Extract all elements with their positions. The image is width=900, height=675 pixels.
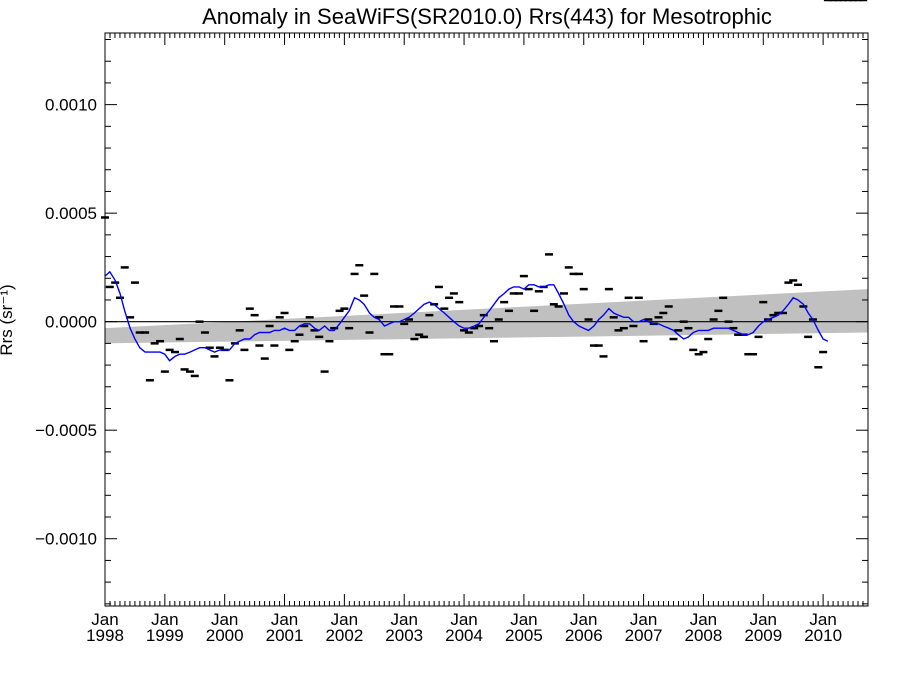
y-axis-label: Rrs (sr⁻¹) [0,284,16,355]
x-tick-month-label: Jan [450,610,477,629]
x-tick-year-label: 2008 [685,626,723,645]
plot-area: 0.00100.00050.0000−0.0005−0.0010Jan1998J… [35,0,869,645]
y-tick-label: 0.0010 [45,96,97,115]
y-tick-label: −0.0010 [35,530,97,549]
x-tick-month-label: Jan [331,610,358,629]
x-tick-month-label: Jan [750,610,777,629]
y-tick-label: 0.0005 [45,204,97,223]
plot-frame [104,32,869,607]
x-tick-month-label: Jan [211,610,238,629]
x-tick-month-label: Jan [570,610,597,629]
x-tick-month-label: Jan [91,610,118,629]
x-tick-month-label: Jan [690,610,717,629]
x-tick-year-label: 1998 [86,626,124,645]
x-tick-month-label: Jan [151,610,178,629]
x-tick-year-label: 2002 [325,626,363,645]
x-tick-year-label: 2001 [266,626,304,645]
y-tick-label: 0.0000 [45,313,97,332]
x-tick-year-label: 2010 [804,626,842,645]
x-tick-year-label: 2006 [565,626,603,645]
x-tick-month-label: Jan [630,610,657,629]
x-tick-year-label: 2003 [385,626,423,645]
x-tick-month-label: Jan [391,610,418,629]
x-tick-year-label: 2009 [744,626,782,645]
x-tick-month-label: Jan [510,610,537,629]
x-tick-year-label: 1999 [146,626,184,645]
chart-title: Anomaly in SeaWiFS(SR2010.0) Rrs(443) fo… [202,4,772,29]
x-tick-year-label: 2005 [505,626,543,645]
y-tick-label: −0.0005 [35,421,97,440]
x-tick-year-label: 2000 [206,626,244,645]
x-tick-year-label: 2004 [445,626,483,645]
x-tick-month-label: Jan [809,610,836,629]
smoothed-series-line [104,270,829,362]
x-tick-year-label: 2007 [625,626,663,645]
x-tick-month-label: Jan [271,610,298,629]
